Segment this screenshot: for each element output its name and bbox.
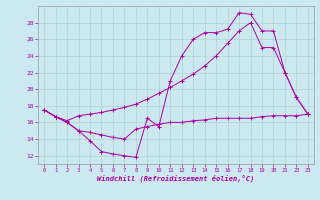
X-axis label: Windchill (Refroidissement éolien,°C): Windchill (Refroidissement éolien,°C)	[97, 175, 255, 182]
